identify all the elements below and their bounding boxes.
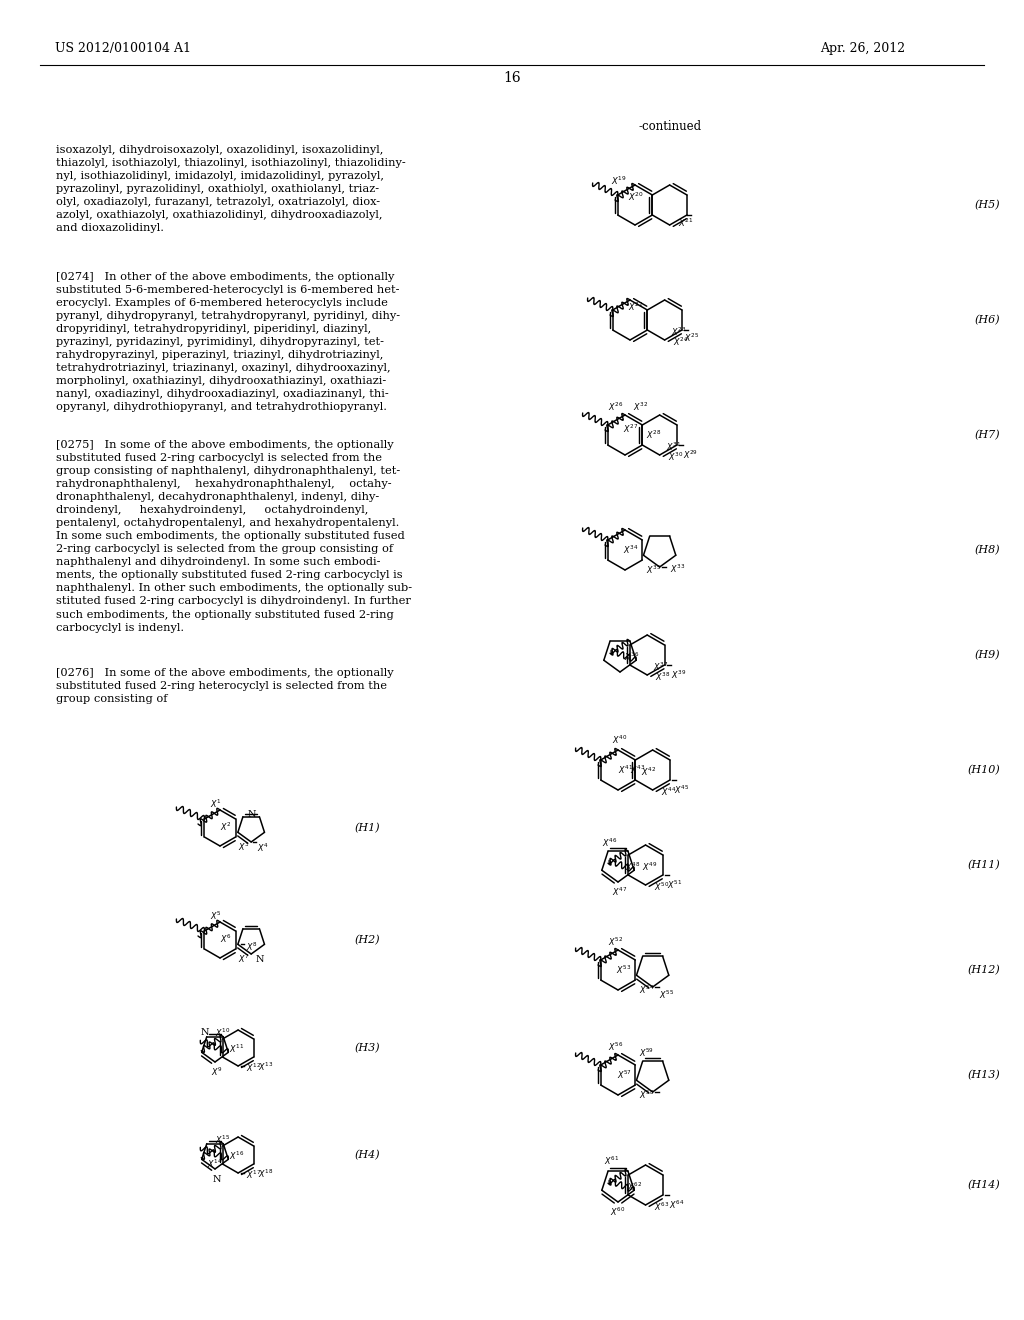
Text: $X^{58}$: $X^{58}$ xyxy=(639,1089,654,1101)
Text: $X^{38}$: $X^{38}$ xyxy=(655,671,671,684)
Text: -continued: -continued xyxy=(638,120,701,133)
Text: $X^{41}$: $X^{41}$ xyxy=(618,764,633,776)
Text: (H12): (H12) xyxy=(968,965,1000,975)
Text: N: N xyxy=(248,810,256,820)
Text: $X^{17}$: $X^{17}$ xyxy=(246,1168,261,1181)
Text: $X^{40}$: $X^{40}$ xyxy=(612,734,628,746)
Text: $X^{20}$: $X^{20}$ xyxy=(629,191,644,203)
Text: isoxazolyl, dihydroisoxazolyl, oxazolidinyl, isoxazolidinyl,
thiazolyl, isothiaz: isoxazolyl, dihydroisoxazolyl, oxazolidi… xyxy=(56,145,406,234)
Text: $X^{35}$: $X^{35}$ xyxy=(646,564,662,577)
Text: [0276]   In some of the above embodiments, the optionally
substituted fused 2-ri: [0276] In some of the above embodiments,… xyxy=(56,668,393,704)
Text: (H1): (H1) xyxy=(354,822,380,833)
Text: (H9): (H9) xyxy=(975,649,1000,660)
Text: $X^{28}$: $X^{28}$ xyxy=(646,429,662,441)
Text: $X^{22}$: $X^{22}$ xyxy=(629,301,643,313)
Text: US 2012/0100104 A1: US 2012/0100104 A1 xyxy=(55,42,191,55)
Text: $X^{36}$: $X^{36}$ xyxy=(625,651,640,663)
Text: N: N xyxy=(213,1175,221,1184)
Text: $X^{26}$: $X^{26}$ xyxy=(608,401,623,413)
Text: $X^{57}$: $X^{57}$ xyxy=(616,1069,632,1081)
Text: $X^{43}$: $X^{43}$ xyxy=(630,764,645,776)
Text: $X^{1}$: $X^{1}$ xyxy=(210,797,222,810)
Text: (H2): (H2) xyxy=(354,935,380,945)
Text: $X^{63}$: $X^{63}$ xyxy=(653,1201,669,1213)
Text: $X^{54}$: $X^{54}$ xyxy=(639,983,654,997)
Text: $X^{2}$: $X^{2}$ xyxy=(220,821,231,833)
Text: $X^{44}$: $X^{44}$ xyxy=(660,785,676,799)
Text: $X^{52}$: $X^{52}$ xyxy=(608,936,624,948)
Text: $X^{32}$: $X^{32}$ xyxy=(633,401,648,413)
Text: $X^{51}$: $X^{51}$ xyxy=(667,879,682,891)
Text: $X^{9}$: $X^{9}$ xyxy=(211,1065,223,1078)
Text: $X^{13}$: $X^{13}$ xyxy=(258,1061,273,1073)
Text: $X^{42}$: $X^{42}$ xyxy=(641,766,656,779)
Text: (H13): (H13) xyxy=(968,1069,1000,1080)
Text: $X^{4}$: $X^{4}$ xyxy=(257,842,269,854)
Text: (H7): (H7) xyxy=(975,430,1000,440)
Text: $X^{30}$: $X^{30}$ xyxy=(668,451,683,463)
Text: $X^{3}$: $X^{3}$ xyxy=(238,841,249,853)
Text: (H6): (H6) xyxy=(975,315,1000,325)
Text: $X^{24}$: $X^{24}$ xyxy=(673,335,688,348)
Text: $X^{6}$: $X^{6}$ xyxy=(220,933,231,945)
Text: $X^{19}$: $X^{19}$ xyxy=(611,174,627,187)
Text: $X^{45}$: $X^{45}$ xyxy=(674,784,689,796)
Text: $X^{46}$: $X^{46}$ xyxy=(602,837,617,850)
Text: $X^{11}$: $X^{11}$ xyxy=(228,1043,244,1055)
Text: N: N xyxy=(201,1028,209,1038)
Text: [0275]   In some of the above embodiments, the optionally
substituted fused 2-ri: [0275] In some of the above embodiments,… xyxy=(56,440,412,632)
Text: [0274]   In other of the above embodiments, the optionally
substituted 5-6-membe: [0274] In other of the above embodiments… xyxy=(56,272,400,412)
Text: $X^{47}$: $X^{47}$ xyxy=(612,886,628,898)
Text: $X^{15}$: $X^{15}$ xyxy=(215,1134,229,1146)
Text: $X^{29}$: $X^{29}$ xyxy=(683,449,698,461)
Text: $X^{34}$: $X^{34}$ xyxy=(623,544,638,556)
Text: $X^{61}$: $X^{61}$ xyxy=(604,1155,620,1167)
Text: $X^{23}$: $X^{23}$ xyxy=(671,326,686,338)
Text: $X^{7}$: $X^{7}$ xyxy=(238,953,249,965)
Text: $X^{5}$: $X^{5}$ xyxy=(210,909,222,923)
Text: Apr. 26, 2012: Apr. 26, 2012 xyxy=(820,42,905,55)
Text: $X^{56}$: $X^{56}$ xyxy=(608,1040,624,1053)
Text: $X^{50}$: $X^{50}$ xyxy=(653,880,669,894)
Text: (H10): (H10) xyxy=(968,764,1000,775)
Text: (H4): (H4) xyxy=(354,1150,380,1160)
Text: $X^{27}$: $X^{27}$ xyxy=(624,422,638,436)
Text: (H11): (H11) xyxy=(968,859,1000,870)
Text: $X^{10}$: $X^{10}$ xyxy=(215,1027,230,1039)
Text: $X^{14}$: $X^{14}$ xyxy=(207,1158,222,1170)
Text: $X^{37}$: $X^{37}$ xyxy=(653,661,669,673)
Text: $X^{53}$: $X^{53}$ xyxy=(616,964,632,977)
Text: $X^{59}$: $X^{59}$ xyxy=(639,1047,654,1060)
Text: $X^{55}$: $X^{55}$ xyxy=(658,989,674,1001)
Text: $X^{49}$: $X^{49}$ xyxy=(642,861,657,874)
Text: $X^{18}$: $X^{18}$ xyxy=(258,1168,273,1180)
Text: $X^{31}$: $X^{31}$ xyxy=(666,441,681,453)
Text: (H14): (H14) xyxy=(968,1180,1000,1191)
Text: $X^{8}$: $X^{8}$ xyxy=(246,940,257,953)
Text: N: N xyxy=(255,956,263,965)
Text: $X^{62}$: $X^{62}$ xyxy=(627,1181,642,1193)
Text: $X^{33}$: $X^{33}$ xyxy=(670,562,685,576)
Text: $X^{60}$: $X^{60}$ xyxy=(610,1205,626,1218)
Text: $X^{48}$: $X^{48}$ xyxy=(625,861,640,874)
Text: $X^{25}$: $X^{25}$ xyxy=(684,331,699,345)
Text: (H3): (H3) xyxy=(354,1043,380,1053)
Text: $X^{12}$: $X^{12}$ xyxy=(246,1061,261,1074)
Text: (H5): (H5) xyxy=(975,199,1000,210)
Text: $X^{39}$: $X^{39}$ xyxy=(671,669,686,681)
Text: $X^{21}$: $X^{21}$ xyxy=(678,216,693,230)
Text: (H8): (H8) xyxy=(975,545,1000,556)
Text: $X^{16}$: $X^{16}$ xyxy=(228,1150,244,1162)
Text: 16: 16 xyxy=(503,71,521,84)
Text: $X^{64}$: $X^{64}$ xyxy=(669,1199,684,1212)
